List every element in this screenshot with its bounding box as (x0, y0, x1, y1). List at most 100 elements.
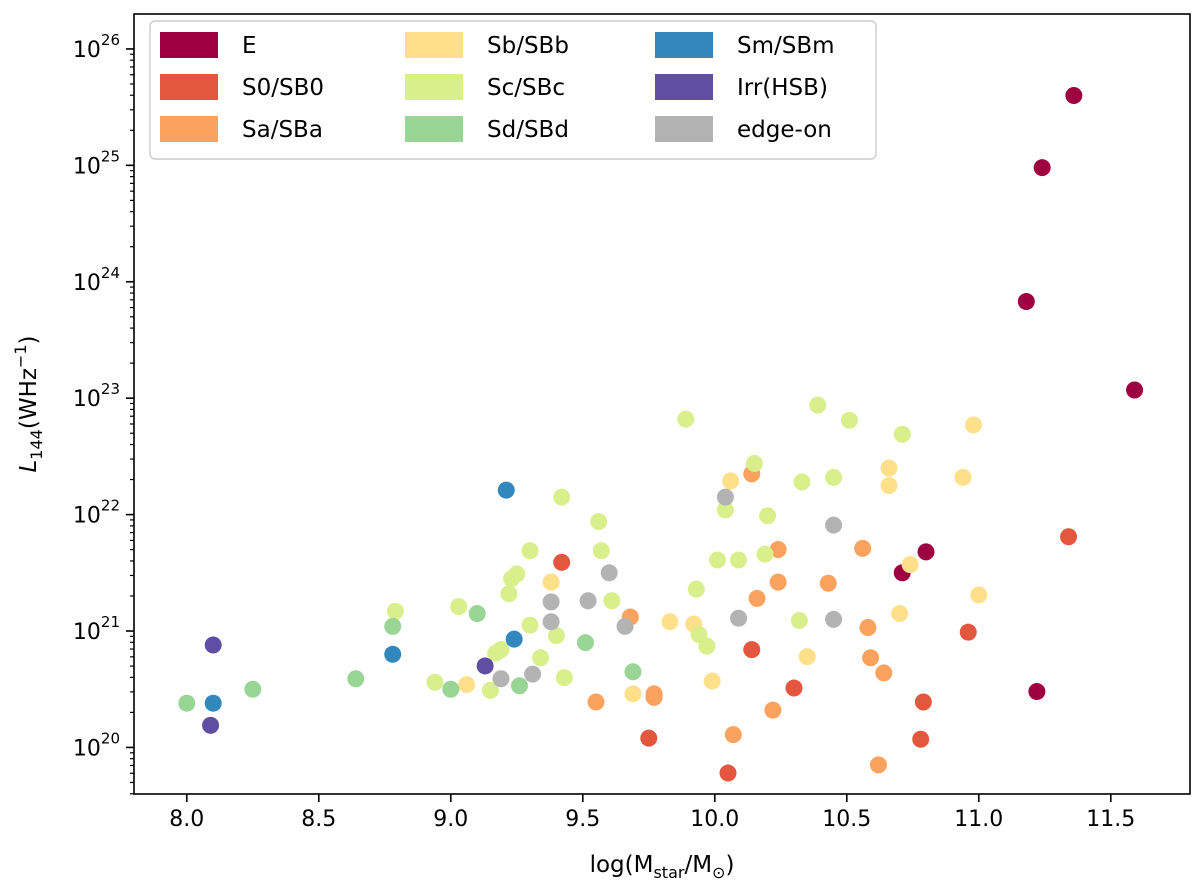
point-sd-sbd-4 (624, 663, 642, 681)
point-edge-on-2 (600, 564, 618, 582)
point-sb-sbb-5 (542, 573, 560, 591)
x-axis-label: log(Mstar/M⊙) (590, 852, 735, 882)
point-sm-sbm-1 (505, 630, 523, 648)
point-sb-sbb-1 (880, 459, 898, 477)
legend-label-e: E (242, 33, 257, 59)
point-sa-sba-1 (769, 541, 787, 559)
point-e-6 (1028, 683, 1046, 701)
legend-swatch-s0-sb0 (160, 74, 218, 100)
y-axis-label: L144(WHz−1) (11, 335, 46, 472)
legend-swatch-sd-sbd (405, 116, 463, 142)
point-sc-sbc-10 (759, 507, 777, 525)
x-tick-label: 11.0 (954, 807, 1003, 832)
point-edge-on-6 (542, 613, 560, 631)
point-sc-sbc-1 (677, 410, 695, 428)
legend-swatch-sb-sbb (405, 32, 463, 58)
point-sc-sbc-18 (500, 585, 518, 603)
x-tick-label: 11.5 (1086, 807, 1135, 832)
point-s0-sb0-3 (1060, 528, 1078, 546)
point-sc-sbc-7 (553, 488, 571, 506)
point-sa-sba-13 (764, 701, 782, 719)
y-tick-label: 1023 (73, 380, 120, 412)
y-tick-label: 1025 (73, 147, 120, 179)
legend-label-sc-sbc: Sc/SBc (487, 75, 565, 101)
point-sc-sbc-8 (716, 501, 734, 519)
point-edge-on-4 (579, 592, 597, 610)
point-sa-sba-12 (587, 693, 605, 711)
point-sb-sbb-6 (901, 556, 919, 574)
point-s0-sb0-1 (743, 641, 761, 659)
point-sa-sba-4 (819, 574, 837, 592)
point-sm-sbm-3 (204, 694, 222, 712)
x-axis-ticks: 8.0 8.5 9.0 9.5 10.0 10.5 11.0 11.5 (169, 794, 1135, 832)
y-tick-label: 1020 (73, 729, 120, 761)
point-sb-sbb-0 (965, 416, 983, 434)
point-sc-sbc-33 (481, 681, 499, 699)
point-edge-on-1 (825, 516, 843, 534)
point-sc-sbc-23 (521, 616, 539, 634)
point-sc-sbc-4 (745, 454, 763, 472)
point-sa-sba-2 (854, 539, 872, 557)
point-sc-sbc-22 (450, 598, 468, 616)
y-tick-label: 1026 (73, 31, 120, 63)
legend-swatch-irr-hsb (655, 74, 713, 100)
x-tick-label: 10.0 (690, 807, 739, 832)
point-sc-sbc-13 (756, 545, 774, 563)
point-s0-sb0-4 (785, 679, 803, 697)
point-sa-sba-15 (869, 756, 887, 774)
point-sd-sbd-8 (178, 694, 196, 712)
y-axis-ticks: 1020 1021 1022 1023 1024 1025 1026 (73, 31, 134, 795)
point-s0-sb0-0 (553, 553, 571, 571)
point-s0-sb0-5 (914, 693, 932, 711)
point-edge-on-10 (492, 670, 510, 688)
point-sc-sbc-31 (555, 669, 573, 687)
point-sb-sbb-11 (798, 648, 816, 666)
point-irr-hsb-1 (476, 657, 494, 675)
point-e-1 (1033, 159, 1051, 177)
point-s0-sb0-7 (912, 730, 930, 748)
point-sc-sbc-11 (521, 542, 539, 560)
point-sc-sbc-9 (590, 513, 608, 531)
point-edge-on-5 (825, 610, 843, 628)
point-sb-sbb-8 (891, 605, 909, 623)
point-sa-sba-3 (769, 573, 787, 591)
point-sc-sbc-25 (547, 627, 565, 645)
point-sc-sbc-3 (893, 425, 911, 443)
point-sb-sbb-3 (880, 476, 898, 494)
point-sb-sbb-13 (703, 672, 721, 690)
legend-label-irr-hsb: Irr(HSB) (737, 75, 828, 101)
point-sa-sba-11 (645, 688, 663, 706)
point-sc-sbc-2 (840, 411, 858, 429)
point-sa-sba-7 (859, 619, 877, 637)
point-s0-sb0-6 (640, 729, 658, 747)
point-edge-on-3 (542, 593, 560, 611)
legend-swatch-sc-sbc (405, 74, 463, 100)
point-sb-sbb-4 (954, 468, 972, 486)
legend-label-sm-sbm: Sm/SBm (737, 33, 835, 59)
legend-swatch-sa-sba (160, 116, 218, 142)
x-tick-label: 10.5 (822, 807, 871, 832)
point-sd-sbd-0 (468, 605, 486, 623)
point-sc-sbc-5 (793, 473, 811, 491)
legend-label-sb-sbb: Sb/SBb (487, 33, 569, 59)
point-e-0 (1065, 86, 1083, 104)
point-s0-sb0-2 (959, 623, 977, 641)
point-sc-sbc-19 (687, 580, 705, 598)
x-tick-label: 9.5 (565, 807, 600, 832)
point-sd-sbd-5 (442, 680, 460, 698)
point-s0-sb0-8 (719, 764, 737, 782)
point-edge-on-7 (730, 609, 748, 627)
point-sc-sbc-17 (503, 570, 521, 588)
point-sb-sbb-14 (624, 685, 642, 703)
y-tick-label: 1024 (73, 264, 120, 296)
point-sm-sbm-2 (384, 645, 402, 663)
point-sb-sbb-12 (458, 676, 476, 694)
point-irr-hsb-0 (204, 636, 222, 654)
point-e-3 (1126, 381, 1144, 399)
y-tick-label: 1022 (73, 497, 120, 529)
y-tick-label: 1021 (73, 613, 120, 645)
point-irr-hsb-2 (202, 716, 220, 734)
point-sm-sbm-0 (497, 481, 515, 499)
legend-swatch-e (160, 32, 218, 58)
